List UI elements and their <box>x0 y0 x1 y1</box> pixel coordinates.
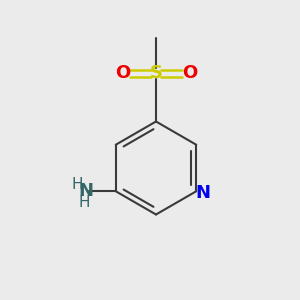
Text: N: N <box>195 184 210 202</box>
Text: H: H <box>72 177 83 192</box>
Text: S: S <box>149 64 163 82</box>
Text: H: H <box>79 195 90 210</box>
Text: O: O <box>115 64 130 82</box>
Text: N: N <box>78 182 93 200</box>
Text: O: O <box>182 64 197 82</box>
